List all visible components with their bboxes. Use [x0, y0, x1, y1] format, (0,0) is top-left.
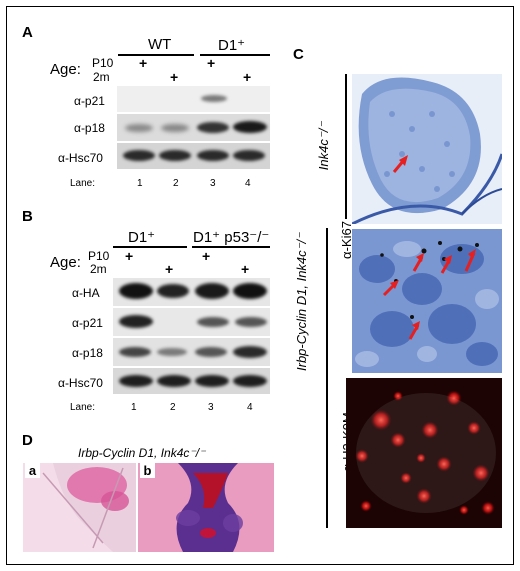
panel-a-plus-lane2: +: [170, 69, 179, 85]
band: [119, 347, 151, 357]
panel-b-group-d1: D1⁺: [128, 229, 156, 246]
panel-a-plus-lane1: +: [139, 55, 148, 71]
panel-b-lane-2: 2: [170, 402, 176, 413]
panel-a-plus-lane3: +: [207, 55, 216, 71]
band: [157, 348, 187, 356]
panel-a-blot-hsc70: [117, 143, 270, 169]
band: [119, 375, 153, 387]
band: [159, 150, 191, 161]
band: [119, 315, 153, 328]
panel-b-d1p53-rule: [192, 246, 270, 248]
panel-a-group-wt: WT: [148, 36, 172, 53]
panel-b-lane-4: 4: [247, 402, 253, 413]
panel-d-b-drawing: [138, 463, 274, 552]
band: [125, 124, 153, 132]
panel-a-age-label: Age:: [50, 61, 81, 78]
panel-b-band-label-p18: α-p18: [72, 346, 103, 360]
panel-d-sublabel-a: a: [25, 463, 40, 478]
panel-c-ki67-image-top: [352, 74, 502, 224]
band: [195, 375, 229, 387]
band: [235, 317, 267, 327]
panel-b-band-label-ha: α-HA: [72, 286, 100, 300]
panel-b-letter: B: [22, 208, 33, 225]
panel-a-blot-p21: [117, 86, 270, 112]
panel-c-h3-drawing: [346, 378, 502, 528]
panel-b-blot-ha: [113, 278, 270, 306]
panel-b-lane-3: 3: [208, 402, 214, 413]
panel-c-letter: C: [293, 46, 304, 63]
panel-a-plus-lane4: +: [243, 69, 252, 85]
panel-a-band-label-p18: α-p18: [74, 121, 105, 135]
panel-c-ki67-top-drawing: [352, 74, 502, 224]
panel-b-plus-lane2: +: [165, 261, 174, 277]
figure-frame: [6, 6, 514, 565]
band: [157, 284, 189, 298]
panel-b-band-label-p21: α-p21: [72, 316, 103, 330]
panel-b-blot-hsc70: [113, 368, 270, 394]
panel-a-letter: A: [22, 24, 33, 41]
panel-b-plus-lane4: +: [241, 261, 250, 277]
panel-c-label-irbp: Irbp-Cyclin D1, Ink4c⁻/⁻: [294, 233, 309, 371]
band: [233, 346, 267, 358]
band: [123, 150, 155, 161]
panel-c-ki67-image-bottom: [352, 229, 502, 373]
panel-b-plus-lane1: +: [125, 248, 134, 264]
band: [233, 121, 267, 133]
panel-d-sublabel-b: b: [140, 463, 155, 478]
panel-b-plus-lane3: +: [202, 248, 211, 264]
band: [197, 150, 229, 161]
panel-a-group-d1: D1⁺: [218, 37, 246, 54]
panel-a-lane-2: 2: [173, 178, 179, 189]
panel-d-image-b: b: [138, 463, 274, 552]
band: [157, 375, 191, 387]
panel-d-a-drawing: [23, 463, 136, 552]
band: [201, 95, 227, 102]
band: [197, 317, 229, 327]
band: [233, 283, 267, 299]
panel-a-lane-1: 1: [137, 178, 143, 189]
panel-a-d1-rule: [200, 54, 270, 56]
panel-c-h3-image: [346, 378, 502, 528]
panel-b-blot-p21: [113, 308, 270, 336]
panel-b-lane-1: 1: [131, 402, 137, 413]
band: [197, 122, 229, 133]
panel-c-divider-top: [345, 74, 347, 219]
panel-b-age-p10: P10: [88, 249, 110, 263]
band: [119, 283, 153, 299]
panel-b-d1-rule: [113, 246, 187, 248]
panel-a-band-label-p21: α-p21: [74, 94, 105, 108]
panel-a-age-p10: P10: [92, 56, 114, 70]
panel-a-blot-p18: [117, 114, 270, 141]
panel-d-image-a: a: [23, 463, 136, 552]
panel-a-age-2m: 2m: [93, 70, 110, 84]
panel-a-lane-label: Lane:: [70, 178, 96, 189]
band: [233, 375, 267, 387]
panel-b-age-2m: 2m: [90, 262, 107, 276]
panel-c-divider-bottom: [326, 228, 328, 528]
panel-b-group-d1-p53: D1⁺ p53⁻/⁻: [193, 229, 270, 246]
panel-d-letter: D: [22, 432, 33, 449]
panel-b-age-label: Age:: [50, 254, 81, 271]
panel-c-ki67-bottom-drawing: [352, 229, 502, 373]
panel-a-lane-4: 4: [245, 178, 251, 189]
panel-b-band-label-hsc70: α-Hsc70: [58, 376, 103, 390]
band: [195, 347, 227, 357]
panel-a-wt-rule: [118, 54, 194, 56]
panel-c-label-ink4c: Ink4c⁻/⁻: [316, 121, 331, 171]
panel-b-blot-p18: [113, 338, 270, 366]
panel-a-band-label-hsc70: α-Hsc70: [58, 151, 103, 165]
band: [161, 124, 189, 132]
band: [195, 283, 229, 299]
panel-d-title: Irbp-Cyclin D1, Ink4c⁻/⁻: [78, 446, 206, 460]
panel-b-lane-label: Lane:: [70, 402, 96, 413]
band: [233, 150, 265, 161]
panel-a-lane-3: 3: [210, 178, 216, 189]
